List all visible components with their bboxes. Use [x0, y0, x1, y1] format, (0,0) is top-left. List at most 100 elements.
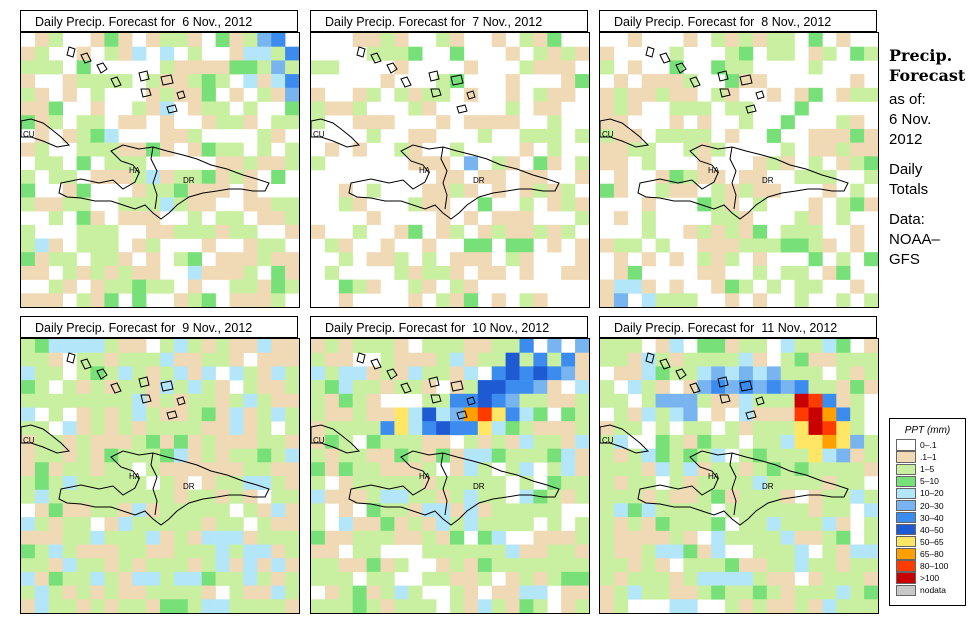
precip-cell	[21, 393, 36, 408]
precip-cell	[864, 252, 878, 267]
precip-cell	[34, 544, 50, 559]
precip-cell	[257, 211, 272, 226]
precip-cell	[794, 558, 809, 573]
precip-cell	[173, 33, 189, 47]
precip-cell	[613, 339, 629, 353]
precip-cell	[697, 128, 712, 143]
precip-cell	[394, 530, 409, 545]
precip-cell	[533, 558, 548, 573]
precip-cell	[766, 421, 781, 436]
precip-cell	[655, 421, 670, 436]
precip-cell	[463, 238, 479, 253]
precip-cell	[711, 60, 726, 75]
precip-cell	[104, 585, 119, 600]
precip-cell	[408, 46, 423, 61]
precip-cell	[146, 434, 161, 449]
precip-cell	[822, 585, 837, 600]
precip-cell	[669, 252, 684, 267]
precip-cell	[311, 517, 326, 532]
precip-cell	[160, 517, 175, 532]
precip-cell	[725, 489, 740, 504]
precip-cell	[408, 462, 423, 477]
precip-cell	[352, 558, 367, 573]
precip-cell	[766, 393, 781, 408]
precip-cell	[711, 366, 726, 381]
precip-cell	[739, 238, 754, 253]
precip-cell	[697, 571, 712, 586]
precip-cell	[352, 407, 367, 422]
precip-cell	[836, 265, 851, 280]
coastline	[719, 88, 731, 98]
data-source-line-3: GFS	[889, 251, 920, 268]
precip-cell	[324, 380, 340, 395]
legend-swatch	[896, 475, 916, 487]
precip-cell	[561, 407, 576, 422]
precip-cell	[725, 476, 740, 490]
precip-cell	[118, 170, 133, 184]
precip-cell	[48, 558, 63, 573]
precip-cell	[491, 224, 506, 239]
precip-cell	[76, 407, 91, 422]
precip-cell	[547, 530, 562, 545]
precip-cell	[215, 503, 230, 518]
precip-cell	[711, 585, 726, 600]
precip-cell	[794, 339, 809, 353]
coastline	[428, 376, 440, 388]
precip-cell	[547, 33, 562, 47]
precip-cell	[285, 530, 299, 545]
precip-cell	[697, 489, 712, 504]
precip-cell	[575, 128, 589, 143]
precip-cell	[21, 87, 36, 102]
precip-cell	[697, 544, 712, 559]
precip-cell	[271, 393, 286, 408]
precip-cell	[366, 599, 381, 613]
precip-cell	[408, 585, 423, 600]
precip-cell	[271, 279, 286, 294]
legend-label: 1–5	[920, 464, 935, 475]
asof-label: as of:	[889, 91, 926, 108]
coastline	[689, 382, 701, 394]
precip-cell	[533, 60, 548, 75]
precip-cell	[561, 462, 576, 477]
precip-cell	[285, 448, 299, 463]
precip-cell	[752, 380, 768, 395]
precip-cell	[561, 571, 576, 586]
precip-cell	[187, 585, 202, 600]
precip-cell	[243, 156, 258, 171]
precip-cell	[711, 517, 726, 532]
precip-cell	[683, 352, 698, 367]
precip-cell	[132, 489, 147, 504]
precip-cell	[285, 407, 299, 422]
precip-cell	[422, 571, 437, 586]
precip-cell	[34, 142, 50, 157]
precip-cell	[160, 128, 175, 143]
country-label-haiti: HA	[708, 472, 720, 481]
border-line	[729, 452, 737, 516]
precip-cell	[132, 558, 147, 573]
precip-map: CU HA DR	[310, 32, 590, 308]
precip-cell	[627, 279, 642, 294]
precip-cell	[575, 544, 589, 559]
precip-cell	[118, 448, 133, 463]
precip-cell	[864, 46, 878, 61]
precip-cell	[271, 407, 286, 422]
coastline	[348, 144, 560, 220]
precip-cell	[808, 60, 823, 75]
precip-cell	[519, 366, 534, 381]
precip-cell	[711, 558, 726, 573]
precip-cell	[118, 74, 133, 89]
precip-cell	[436, 544, 451, 559]
precip-cell	[450, 252, 465, 267]
precip-cell	[160, 339, 175, 353]
precip-cell	[338, 393, 353, 408]
precip-cell	[725, 503, 740, 518]
precip-cell	[422, 279, 437, 294]
precip-cell	[90, 211, 105, 226]
precip-cell	[752, 517, 768, 532]
precip-cell	[600, 558, 615, 573]
precip-cell	[132, 585, 147, 600]
precip-cell	[739, 517, 754, 532]
precip-cell	[118, 252, 133, 267]
precip-cell	[519, 128, 534, 143]
precip-cell	[600, 585, 615, 600]
